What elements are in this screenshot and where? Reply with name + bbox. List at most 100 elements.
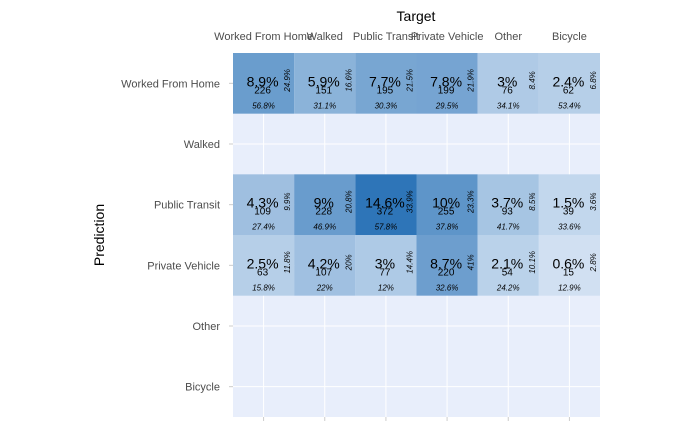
heatmap-tile	[538, 235, 600, 296]
tile-percent-label: 4.2%	[308, 255, 340, 271]
heatmap-tile	[477, 235, 539, 296]
tile-count-label: 195	[377, 85, 394, 96]
tile-column-percent-label: 56.8%	[252, 101, 275, 110]
tile-column-percent-label: 41.7%	[497, 223, 520, 232]
tile-row-percent-label: 20%	[344, 254, 353, 271]
heatmap-tile	[294, 174, 356, 235]
tile-row-percent-label: 8.5%	[528, 193, 537, 211]
x-tick-label: Other	[494, 31, 522, 43]
x-tick-label: Public Transit	[353, 31, 419, 43]
tile-percent-label: 10%	[432, 195, 460, 211]
y-tick-label: Walked	[184, 139, 220, 151]
tile-row-percent-label: 21.9%	[467, 69, 476, 93]
heatmap-tile	[233, 174, 295, 235]
tile-percent-label: 4.3%	[247, 195, 279, 211]
tile-column-percent-label: 57.8%	[375, 223, 398, 232]
tile-count-label: 62	[563, 85, 575, 96]
heatmap-tile	[477, 53, 539, 114]
tile-column-percent-label: 27.4%	[251, 223, 275, 232]
tile-percent-label: 14.6%	[365, 195, 405, 211]
tile-percent-label: 2.1%	[491, 255, 523, 271]
tile-count-label: 220	[438, 267, 455, 278]
tile-column-percent-label: 31.1%	[313, 101, 336, 110]
tile-column-percent-label: 34.1%	[497, 101, 520, 110]
tile-percent-label: 7.7%	[369, 73, 401, 89]
tile-count-label: 109	[254, 207, 271, 218]
tile-percent-label: 8.9%	[247, 73, 279, 89]
y-axis-title: Prediction	[91, 204, 107, 266]
tile-count-label: 76	[502, 85, 514, 96]
heatmap-tile	[416, 235, 478, 296]
tile-row-percent-label: 24.9%	[283, 69, 292, 93]
heatmap-tile	[294, 53, 356, 114]
heatmap-tiles	[233, 53, 600, 296]
x-tick-label: Worked From Home	[214, 31, 313, 43]
tile-percent-label: 7.8%	[430, 73, 462, 89]
y-tick-label: Other	[192, 321, 220, 333]
tile-count-label: 255	[438, 207, 455, 218]
tile-row-percent-label: 41%	[467, 254, 476, 270]
heatmap-tile	[538, 174, 600, 235]
y-tick-label: Worked From Home	[121, 78, 220, 90]
tile-percent-label: 0.6%	[552, 255, 584, 271]
tile-percent-label: 1.5%	[552, 195, 584, 211]
tile-row-percent-label: 21.5%	[406, 69, 415, 93]
tile-column-percent-label: 15.8%	[252, 283, 275, 292]
tile-row-percent-label: 23.3%	[467, 190, 476, 214]
tile-row-percent-label: 2.8%	[589, 253, 598, 272]
tile-count-label: 77	[379, 267, 391, 278]
tile-row-percent-label: 10.1%	[528, 251, 537, 274]
tile-column-percent-label: 33.6%	[558, 223, 581, 232]
tile-row-percent-label: 3.6%	[589, 193, 598, 211]
y-tick-label: Bicycle	[185, 382, 220, 394]
tile-column-percent-label: 53.4%	[558, 101, 581, 110]
x-tick-label: Walked	[307, 31, 343, 43]
tile-count-label: 199	[438, 85, 455, 96]
heatmap-tile	[416, 53, 478, 114]
tile-count-label: 228	[315, 207, 332, 218]
heatmap-tile	[477, 174, 539, 235]
tile-column-percent-label: 12%	[378, 283, 394, 292]
y-tick-label: Private Vehicle	[147, 260, 220, 272]
tile-percent-label: 9%	[314, 195, 334, 211]
heatmap-tile	[294, 235, 356, 296]
heatmap-tile	[416, 174, 478, 235]
tile-column-percent-label: 30.3%	[375, 101, 398, 110]
tile-count-label: 372	[377, 207, 394, 218]
tile-row-percent-label: 20.8%	[344, 190, 353, 214]
heatmap-tile	[355, 235, 417, 296]
heatmap-tile	[355, 174, 417, 235]
tile-column-percent-label: 24.2%	[496, 283, 520, 292]
tile-row-percent-label: 8.4%	[528, 71, 537, 89]
tile-column-percent-label: 37.8%	[436, 223, 459, 232]
tile-count-label: 226	[254, 85, 271, 96]
heatmap-tile	[233, 235, 295, 296]
tile-percent-label: 3.7%	[491, 195, 523, 211]
tile-row-percent-label: 9.9%	[283, 193, 292, 211]
tile-row-percent-label: 14.4%	[406, 251, 415, 274]
tile-column-percent-label: 46.9%	[313, 223, 336, 232]
y-tick-label: Public Transit	[154, 200, 220, 212]
tile-row-percent-label: 11.8%	[283, 251, 292, 273]
heatmap-tile	[538, 53, 600, 114]
tile-percent-label: 5.9%	[308, 73, 340, 89]
tile-count-label: 151	[315, 85, 332, 96]
x-axis-title: Target	[397, 8, 436, 24]
tile-count-label: 15	[563, 267, 575, 278]
tile-column-percent-label: 22%	[316, 283, 333, 292]
tile-count-label: 39	[563, 207, 575, 218]
tile-column-percent-label: 12.9%	[558, 283, 581, 292]
tile-percent-label: 3%	[497, 73, 517, 89]
heatmap-tile	[233, 53, 295, 114]
tile-count-label: 54	[502, 267, 514, 278]
tile-count-label: 107	[315, 267, 332, 278]
tile-row-percent-label: 33.9%	[406, 190, 415, 213]
tile-column-percent-label: 32.6%	[436, 283, 459, 292]
tile-count-label: 63	[257, 267, 269, 278]
y-tick-labels: Worked From Home Walked Public Transit Priv…	[121, 78, 220, 393]
tile-percent-label: 2.5%	[247, 255, 279, 271]
x-tick-label: Private Vehicle	[411, 31, 484, 43]
